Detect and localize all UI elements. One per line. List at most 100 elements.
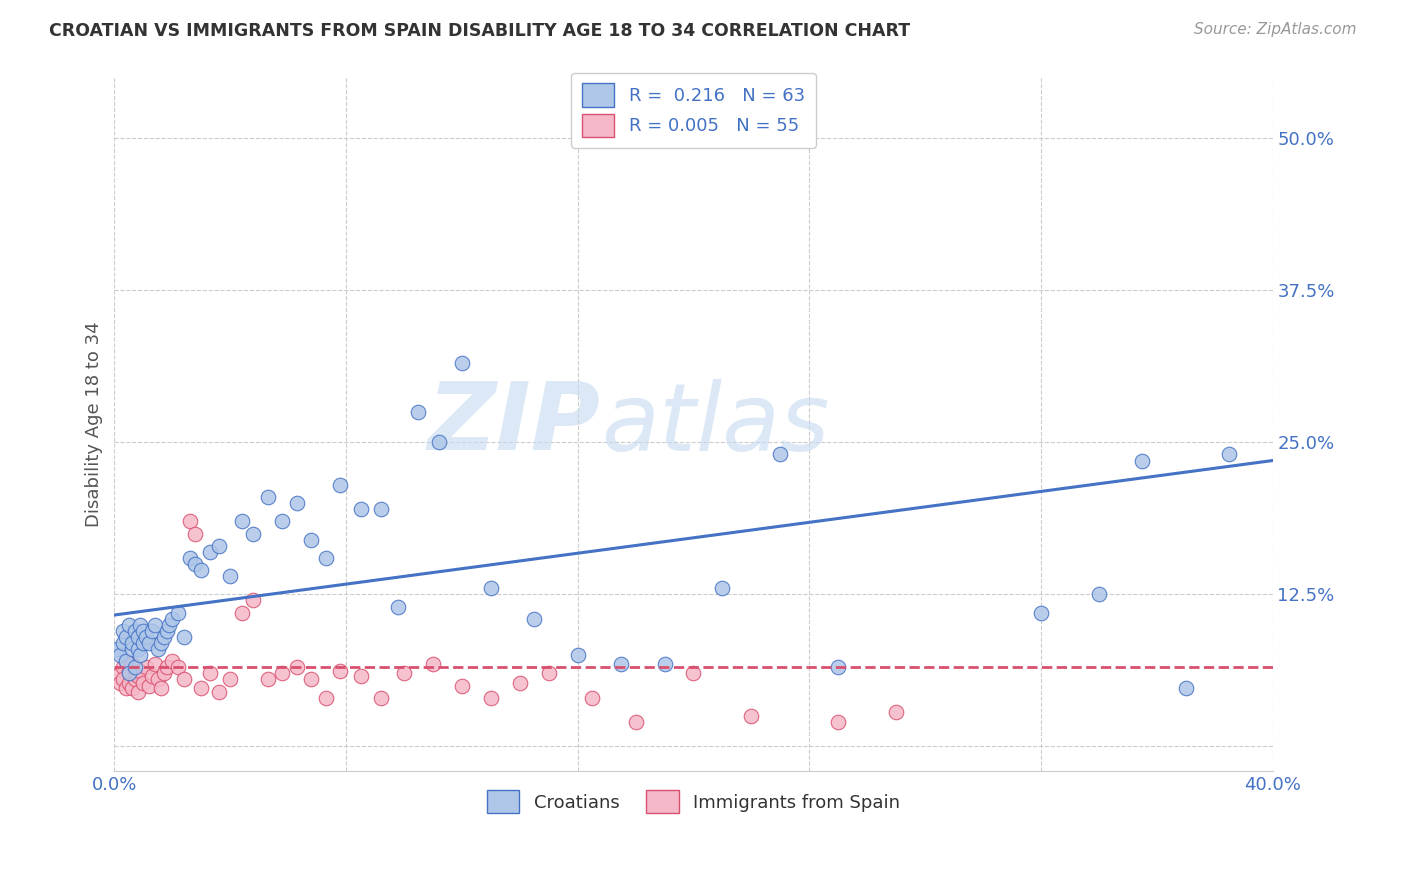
Point (129, 617, 152, 632)
Point (231, 606, 253, 620)
Point (152, 630, 174, 644)
Y-axis label: Disability Age 18 to 34: Disability Age 18 to 34 (86, 321, 103, 527)
Point (121, 642, 143, 657)
Point (105, 669, 128, 683)
Point (112, 624, 135, 638)
Point (329, 664, 352, 678)
Point (132, 624, 155, 638)
Point (219, 673, 242, 687)
Point (157, 617, 180, 632)
Point (581, 690, 603, 705)
Point (537, 666, 560, 681)
Point (299, 673, 322, 687)
Point (149, 636, 172, 650)
Point (1130, 453, 1153, 467)
Point (118, 676, 141, 690)
Text: ZIP: ZIP (427, 378, 600, 470)
Point (567, 648, 589, 662)
Point (118, 664, 141, 678)
Point (108, 676, 131, 690)
Point (124, 673, 146, 687)
Point (149, 681, 172, 695)
Point (479, 690, 502, 705)
Point (132, 676, 155, 690)
Point (285, 496, 308, 510)
Point (115, 654, 138, 668)
Text: CROATIAN VS IMMIGRANTS FROM SPAIN DISABILITY AGE 18 TO 34 CORRELATION CHART: CROATIAN VS IMMIGRANTS FROM SPAIN DISABI… (49, 22, 910, 40)
Point (118, 666, 141, 681)
Point (1174, 681, 1197, 695)
Point (370, 502, 392, 516)
Point (315, 550, 337, 565)
Point (509, 676, 531, 690)
Point (118, 617, 141, 632)
Point (138, 636, 160, 650)
Point (179, 550, 201, 565)
Text: Source: ZipAtlas.com: Source: ZipAtlas.com (1194, 22, 1357, 37)
Point (127, 669, 149, 683)
Point (450, 356, 472, 370)
Point (219, 569, 242, 583)
Point (408, 405, 430, 419)
Point (143, 657, 166, 671)
Point (124, 660, 146, 674)
Point (208, 539, 231, 553)
Point (1088, 587, 1111, 601)
Point (155, 660, 177, 674)
Point (827, 714, 849, 729)
Point (155, 624, 177, 638)
Point (167, 606, 190, 620)
Point (271, 666, 294, 681)
Point (450, 679, 472, 693)
Point (1029, 606, 1052, 620)
Point (329, 478, 352, 492)
Point (198, 545, 221, 559)
Point (285, 660, 308, 674)
Point (427, 435, 450, 450)
Point (523, 612, 546, 626)
Point (682, 666, 704, 681)
Point (146, 642, 169, 657)
Point (610, 657, 633, 671)
Point (127, 630, 149, 644)
Point (105, 642, 128, 657)
Point (162, 612, 184, 626)
Point (127, 684, 149, 698)
Point (173, 630, 195, 644)
Point (141, 624, 163, 638)
Point (349, 502, 371, 516)
Point (827, 660, 849, 674)
Point (624, 714, 647, 729)
Point (127, 642, 149, 657)
Point (479, 581, 502, 595)
Point (884, 706, 907, 720)
Point (711, 581, 734, 595)
Point (129, 648, 152, 662)
Point (392, 666, 415, 681)
Point (1218, 447, 1240, 461)
Point (112, 660, 135, 674)
Point (112, 673, 135, 687)
Point (121, 657, 143, 671)
Point (387, 599, 409, 614)
Point (115, 681, 138, 695)
Point (184, 557, 207, 571)
Point (121, 636, 143, 650)
Point (124, 624, 146, 638)
Point (129, 664, 152, 678)
Point (167, 660, 190, 674)
Point (190, 681, 212, 695)
Point (112, 636, 135, 650)
Point (124, 666, 146, 681)
Point (349, 669, 371, 683)
Point (208, 684, 231, 698)
Point (422, 657, 444, 671)
Point (152, 666, 174, 681)
Point (370, 690, 392, 705)
Point (315, 690, 337, 705)
Point (184, 526, 207, 541)
Point (121, 681, 143, 695)
Point (143, 617, 166, 632)
Point (132, 636, 155, 650)
Point (740, 709, 762, 723)
